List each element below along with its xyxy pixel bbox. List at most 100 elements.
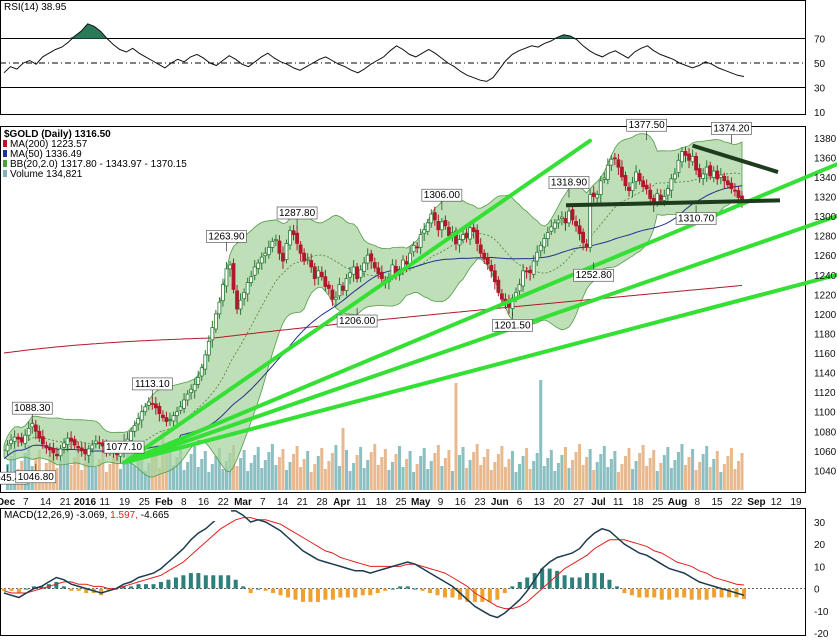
macd-histogram-bar — [704, 588, 709, 600]
macd-histogram-bar — [457, 588, 462, 600]
volume-bar — [736, 461, 740, 490]
candle-body — [273, 239, 278, 241]
volume-bar — [468, 460, 472, 490]
volume-bar — [316, 456, 320, 490]
macd-histogram-bar — [659, 588, 664, 600]
candle-body — [348, 272, 352, 278]
volume-bar — [306, 451, 310, 490]
date-tick-label: 25 — [395, 497, 407, 508]
price-tick-label: 1220 — [814, 290, 837, 301]
volume-bar — [694, 470, 698, 490]
volume-bar — [37, 450, 41, 490]
candle-body — [372, 262, 377, 269]
macd-histogram-bar — [121, 586, 126, 589]
volume-bar — [553, 471, 557, 490]
volume-bar — [76, 449, 80, 490]
macd-histogram-bar — [405, 586, 410, 589]
candle-body — [637, 173, 642, 182]
candle-body — [602, 177, 607, 180]
candle-body — [217, 301, 222, 315]
price-legend: $GOLD (Daily) 1316.50 MA(200) 1223.57MA(… — [1, 127, 187, 183]
volume-bar — [719, 472, 723, 490]
volume-bar — [521, 456, 525, 490]
volume-bar — [313, 464, 317, 490]
macd-histogram-bar — [106, 588, 111, 591]
macd-histogram-bar — [158, 581, 163, 589]
volume-bar — [362, 468, 366, 490]
date-tick-label: 28 — [316, 497, 328, 508]
macd-histogram-bar — [263, 588, 268, 591]
volume-bar — [634, 461, 638, 490]
volume-bar — [334, 445, 338, 490]
legend-swatch — [3, 150, 7, 157]
volume-bar — [652, 450, 656, 490]
candle-body — [79, 447, 84, 452]
rsi-tick-label: 30 — [814, 84, 826, 95]
candle-body — [662, 196, 667, 201]
date-tick-label: Feb — [155, 497, 173, 508]
volume-bar — [66, 444, 70, 490]
candle-body — [404, 261, 409, 265]
macd-histogram-bar — [383, 588, 388, 591]
volume-bar — [673, 460, 677, 490]
date-tick-label: Jul — [591, 497, 606, 508]
candle-body — [457, 239, 462, 246]
volume-bar — [450, 471, 454, 490]
volume-bar — [80, 470, 84, 490]
volume-bar — [200, 459, 204, 490]
candle-body — [648, 189, 653, 199]
volume-bar — [546, 458, 550, 490]
candle-body — [143, 406, 148, 413]
candle-body — [168, 419, 172, 421]
volume-bar — [376, 465, 380, 490]
volume-bar — [51, 447, 55, 490]
volume-bar — [270, 444, 274, 490]
volume-bar — [90, 446, 94, 490]
macd-histogram-bar — [562, 575, 567, 589]
volume-bar — [645, 466, 649, 490]
candle-body — [206, 340, 211, 356]
date-tick-label: 22 — [218, 497, 230, 508]
volume-bar — [157, 468, 161, 490]
candle-body — [676, 159, 681, 173]
macd-histogram-bar — [614, 586, 619, 589]
candle-body — [171, 415, 176, 422]
volume-bar — [486, 449, 490, 490]
macd-histogram-bar — [315, 588, 320, 602]
volume-bar — [613, 451, 617, 490]
macd-histogram-bar — [16, 588, 21, 594]
rsi-title-box — [1, 1, 93, 13]
candle-body — [69, 437, 73, 442]
price-tick-label: 1120 — [814, 388, 836, 399]
date-tick-label: Mar — [234, 497, 252, 508]
volume-bar — [83, 462, 87, 490]
candle-body — [132, 425, 137, 432]
annotation-label: 1377.50 — [629, 120, 666, 131]
date-tick-label: May — [411, 497, 431, 508]
macd-histogram-bar — [129, 586, 134, 589]
volume-bar — [27, 445, 31, 490]
candle-body — [489, 265, 494, 272]
macd-histogram-bar — [278, 588, 283, 596]
volume-bar — [337, 466, 341, 490]
volume-bar — [405, 459, 409, 490]
volume-bar — [514, 472, 518, 490]
macd-histogram-bar — [136, 584, 141, 589]
candle-body — [422, 229, 427, 234]
volume-bar — [143, 471, 147, 490]
candle-body — [708, 165, 713, 177]
candle-body — [319, 271, 324, 278]
candle-body — [528, 269, 533, 274]
candle-body — [51, 448, 56, 454]
volume-bar — [599, 454, 603, 490]
candle-body — [591, 192, 596, 197]
macd-histogram-bar — [144, 584, 149, 589]
macd-histogram-bar — [525, 577, 530, 589]
candle-body — [485, 257, 490, 265]
legend-entry: MA(50) 1336.49 — [10, 149, 82, 160]
volume-bar — [556, 463, 560, 490]
candle-body — [577, 225, 582, 235]
candle-body — [627, 186, 631, 192]
volume-bar — [348, 471, 352, 490]
price-title: $GOLD (Daily) 1316.50 — [4, 129, 111, 140]
